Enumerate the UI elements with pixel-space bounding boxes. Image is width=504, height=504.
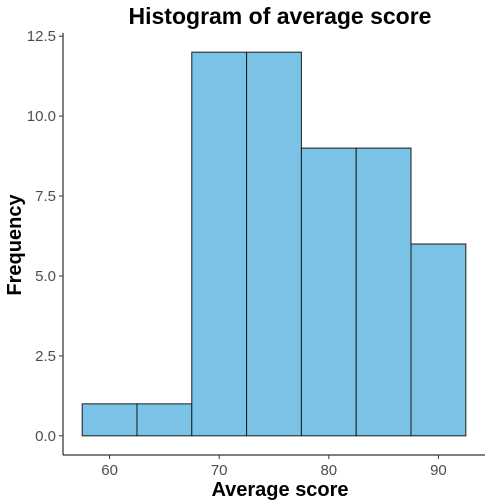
- y-tick-label: 2.5: [35, 348, 56, 365]
- x-tick-label: 60: [101, 462, 118, 479]
- y-axis-title: Frequency: [4, 194, 26, 296]
- x-axis: 60 70 80 90: [63, 454, 485, 479]
- chart-title: Histogram of average score: [129, 3, 432, 29]
- y-tick-label: 0.0: [35, 428, 56, 445]
- histogram-bar-4: [300, 147, 357, 437]
- histogram-bar-6: [410, 243, 467, 437]
- x-axis-title: Average score: [211, 479, 348, 501]
- histogram-bar-3: [246, 51, 302, 437]
- y-axis: 0.0 2.5 5.0 7.5 10.0 12.5: [27, 28, 64, 455]
- y-tick-label: 12.5: [27, 28, 56, 45]
- y-tick-label: 7.5: [35, 188, 56, 205]
- histogram-bar-2: [191, 51, 248, 437]
- y-tick-label: 5.0: [35, 268, 56, 285]
- histogram-bar-5: [355, 147, 412, 437]
- bars-group: [81, 51, 467, 437]
- histogram-bar-1: [136, 403, 193, 437]
- x-tick-label: 80: [320, 462, 337, 479]
- y-tick-label: 10.0: [27, 108, 56, 125]
- histogram-bar-0: [81, 403, 138, 437]
- x-tick-label: 90: [430, 462, 447, 479]
- x-tick-label: 70: [211, 462, 228, 479]
